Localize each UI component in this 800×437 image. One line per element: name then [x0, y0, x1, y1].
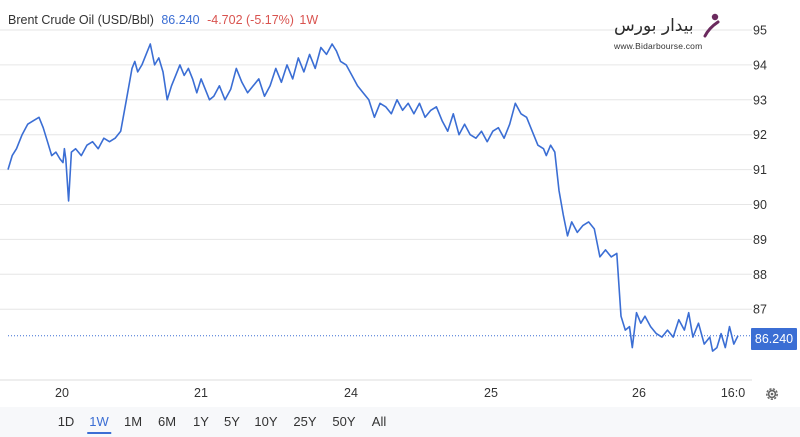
range-all-button[interactable]: All — [371, 414, 387, 429]
range-1w-button[interactable]: 1W — [87, 414, 111, 434]
x-tick-label: 24 — [344, 386, 358, 400]
range-10y-button[interactable]: 10Y — [254, 414, 278, 429]
logo-text-en: www.Bidarbourse.com — [614, 41, 703, 51]
last-price-tag: 86.240 — [751, 328, 797, 350]
x-tick-label: 20 — [55, 386, 69, 400]
y-tick-label: 93 — [753, 93, 767, 107]
range-5y-button[interactable]: 5Y — [224, 414, 240, 429]
instrument-name: Brent Crude Oil (USD/Bbl) — [8, 13, 154, 27]
range-6m-button[interactable]: 6M — [157, 414, 177, 429]
gear-icon[interactable] — [764, 386, 780, 402]
series-line — [7, 43, 739, 352]
range-1m-button[interactable]: 1M — [123, 414, 143, 429]
y-tick-label: 92 — [753, 128, 767, 142]
y-tick-label: 89 — [753, 233, 767, 247]
y-axis: 95 94 93 92 91 90 89 88 87 — [753, 24, 767, 317]
x-tick-label: 26 — [632, 386, 646, 400]
logo-mark-icon — [703, 13, 720, 38]
period-label: 1W — [299, 13, 319, 27]
range-25y-button[interactable]: 25Y — [293, 414, 317, 429]
chart-header: Brent Crude Oil (USD/Bbl) 86.240 -4.702 … — [8, 13, 318, 27]
watermark-logo: بیدار بورس www.Bidarbourse.com — [610, 10, 720, 54]
time-range-bar — [0, 407, 800, 437]
y-tick-label: 87 — [753, 303, 767, 317]
y-tick-label: 94 — [753, 58, 767, 72]
y-tick-label: 88 — [753, 268, 767, 282]
logo-text-fa: بیدار بورس — [614, 16, 694, 36]
y-tick-label: 91 — [753, 163, 767, 177]
x-tick-label: 16:0 — [721, 386, 745, 400]
x-axis: 20 21 24 25 26 16:0 — [55, 386, 745, 400]
range-1y-button[interactable]: 1Y — [193, 414, 209, 429]
current-price: 86.240 — [161, 13, 200, 27]
x-tick-label: 25 — [484, 386, 498, 400]
price-change: -4.702 (-5.17%) — [207, 13, 294, 27]
x-tick-label: 21 — [194, 386, 208, 400]
y-tick-label: 95 — [753, 24, 767, 38]
range-50y-button[interactable]: 50Y — [332, 414, 356, 429]
chart-grid — [0, 29, 752, 310]
range-1d-button[interactable]: 1D — [57, 414, 75, 429]
y-tick-label: 90 — [753, 198, 767, 212]
